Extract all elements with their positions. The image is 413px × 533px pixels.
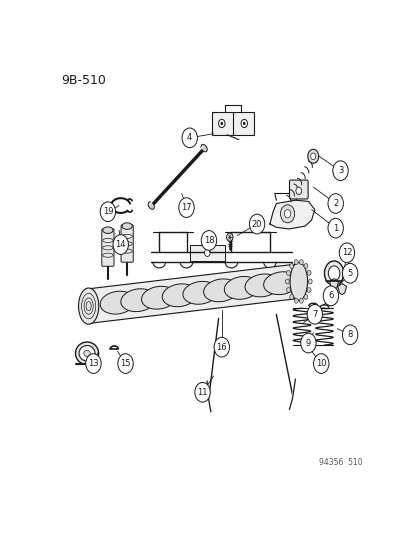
Polygon shape (337, 284, 346, 295)
Circle shape (226, 233, 233, 241)
Text: 14: 14 (115, 240, 126, 249)
Text: 6: 6 (328, 292, 333, 300)
Circle shape (299, 298, 303, 303)
Circle shape (306, 270, 310, 276)
Ellipse shape (100, 291, 135, 314)
Text: 10: 10 (315, 359, 326, 368)
Ellipse shape (148, 202, 154, 209)
FancyBboxPatch shape (102, 229, 114, 266)
Circle shape (299, 260, 303, 264)
Ellipse shape (162, 284, 197, 306)
Circle shape (332, 161, 347, 181)
Ellipse shape (290, 263, 307, 301)
Ellipse shape (79, 345, 95, 361)
Text: 8: 8 (347, 330, 352, 340)
Circle shape (324, 261, 343, 286)
Text: 5: 5 (347, 269, 352, 278)
Circle shape (294, 298, 297, 303)
Circle shape (310, 153, 315, 159)
Circle shape (327, 193, 342, 213)
Text: 4: 4 (187, 133, 192, 142)
Text: 13: 13 (88, 359, 99, 368)
Ellipse shape (83, 350, 90, 357)
Text: 15: 15 (120, 359, 131, 368)
Text: 94356  510: 94356 510 (318, 458, 362, 467)
Circle shape (284, 209, 290, 218)
Circle shape (303, 295, 307, 300)
Ellipse shape (75, 342, 98, 365)
Ellipse shape (203, 279, 238, 302)
Polygon shape (289, 379, 295, 409)
Circle shape (286, 288, 290, 293)
Circle shape (303, 263, 307, 269)
FancyBboxPatch shape (289, 180, 307, 199)
Circle shape (195, 383, 210, 402)
Circle shape (306, 288, 310, 293)
Circle shape (214, 337, 229, 357)
Circle shape (242, 122, 245, 125)
Circle shape (218, 119, 224, 127)
Polygon shape (87, 264, 296, 324)
Polygon shape (269, 200, 314, 229)
Polygon shape (206, 381, 210, 412)
Text: 3: 3 (337, 166, 342, 175)
Circle shape (240, 119, 247, 127)
Ellipse shape (141, 286, 176, 309)
Text: 9B-510: 9B-510 (61, 74, 106, 87)
Text: 19: 19 (102, 207, 113, 216)
Ellipse shape (183, 281, 217, 304)
Circle shape (327, 219, 342, 238)
Circle shape (307, 149, 318, 163)
Circle shape (313, 354, 328, 374)
Bar (211, 112, 253, 135)
Text: 11: 11 (197, 388, 207, 397)
Circle shape (295, 187, 301, 195)
Circle shape (323, 286, 338, 306)
Circle shape (338, 243, 354, 263)
Ellipse shape (121, 289, 155, 312)
Circle shape (328, 266, 339, 281)
Circle shape (294, 260, 297, 264)
Circle shape (249, 214, 264, 234)
Bar (189, 245, 225, 261)
Ellipse shape (78, 288, 99, 324)
Circle shape (308, 279, 311, 284)
Ellipse shape (263, 272, 298, 295)
Ellipse shape (122, 223, 132, 229)
Text: 1: 1 (332, 224, 337, 232)
Circle shape (182, 128, 197, 148)
Circle shape (286, 270, 290, 276)
FancyBboxPatch shape (121, 225, 133, 262)
Circle shape (100, 202, 115, 222)
Circle shape (280, 205, 294, 223)
Circle shape (289, 295, 293, 300)
Circle shape (306, 304, 322, 324)
Text: 9: 9 (305, 338, 310, 348)
Circle shape (285, 279, 289, 284)
Circle shape (342, 263, 357, 283)
Circle shape (85, 354, 101, 374)
Text: 18: 18 (203, 236, 214, 245)
Text: 17: 17 (181, 203, 191, 212)
Circle shape (113, 235, 128, 254)
Ellipse shape (224, 277, 259, 300)
Circle shape (289, 263, 293, 269)
Text: 20: 20 (251, 220, 262, 229)
Ellipse shape (102, 227, 113, 233)
Circle shape (342, 325, 357, 345)
Text: 16: 16 (216, 343, 227, 352)
Circle shape (201, 231, 216, 251)
Circle shape (220, 122, 223, 125)
Text: 2: 2 (332, 199, 337, 208)
Circle shape (300, 333, 316, 353)
Circle shape (204, 249, 210, 256)
Polygon shape (329, 279, 338, 290)
Circle shape (178, 198, 194, 217)
Text: 7: 7 (311, 310, 317, 319)
Ellipse shape (201, 144, 207, 152)
Ellipse shape (244, 274, 279, 297)
Circle shape (118, 354, 133, 374)
Text: 12: 12 (341, 248, 351, 257)
